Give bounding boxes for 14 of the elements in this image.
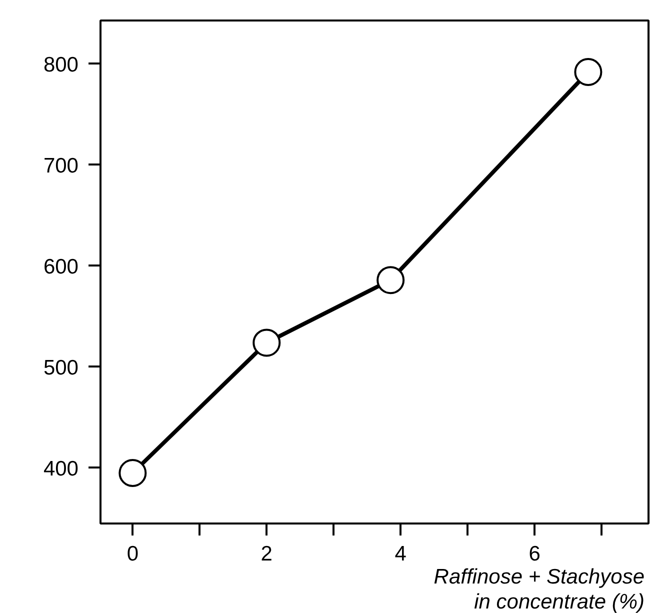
point [574,58,602,86]
x-tick-label: 4 [394,542,407,566]
point [376,266,405,294]
y-tick-label: 700 [43,154,79,178]
x-tick-label: 6 [528,542,540,566]
x-axis-title: Raffinose + Stachyose in concentrate (%) [434,566,645,613]
point [118,459,147,487]
y-tick-label: 500 [43,356,79,380]
x-tick-label: 2 [260,542,272,566]
point [252,328,281,357]
y-tick-label: 600 [43,255,79,278]
x-tick-label: 0 [126,542,139,566]
y-tick-label: 400 [43,457,79,480]
y-tick-label: 800 [43,53,79,76]
